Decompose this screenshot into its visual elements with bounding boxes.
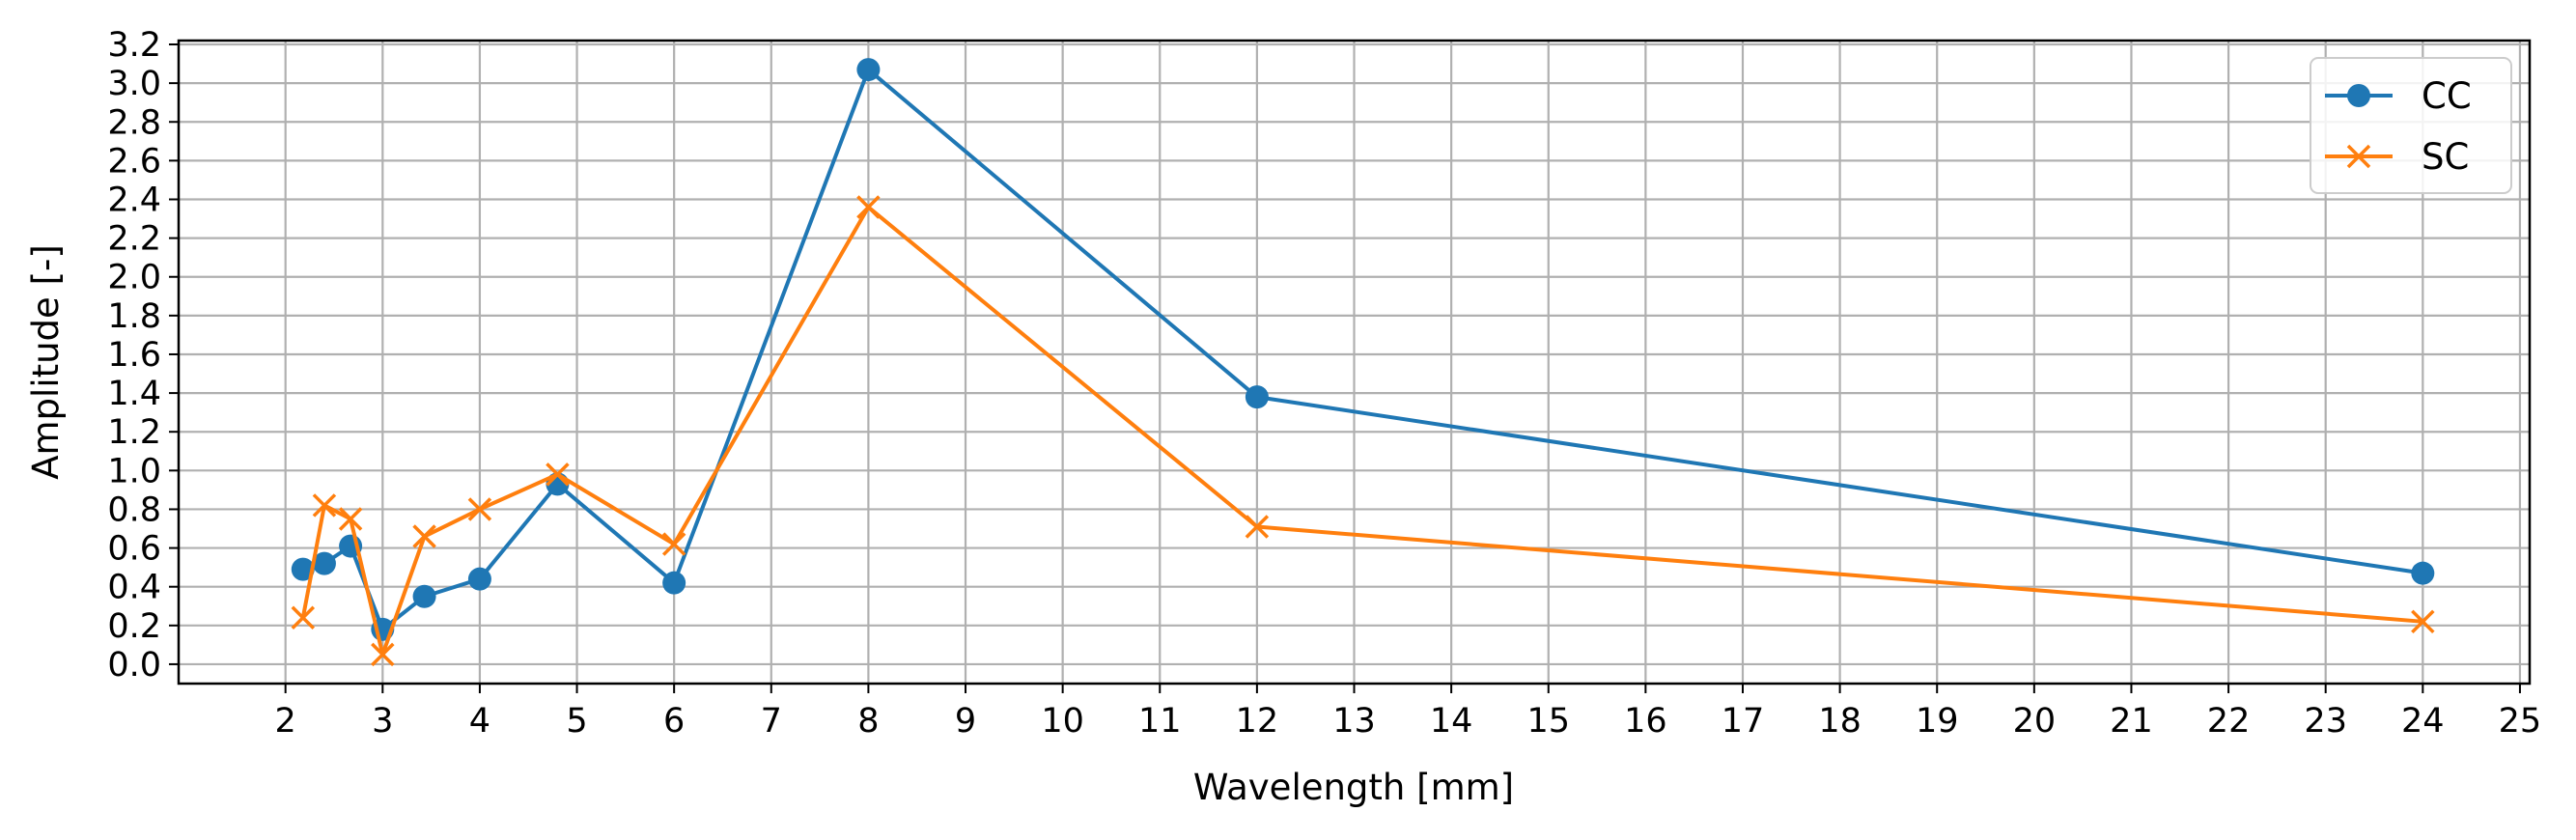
x-tick-label: 5	[566, 702, 587, 741]
data-point	[291, 605, 316, 630]
x-tick-label: 15	[1526, 702, 1570, 741]
data-point	[2411, 609, 2435, 634]
data-point	[856, 58, 881, 82]
legend-label: CC	[2422, 75, 2472, 117]
x-tick-label: 18	[1818, 702, 1862, 741]
series-layer	[291, 58, 2435, 667]
y-tick-label: 3.2	[107, 26, 161, 65]
x-tick-label: 4	[469, 702, 490, 741]
y-tick-label: 2.6	[107, 142, 161, 181]
data-point	[412, 524, 436, 548]
data-point	[2346, 144, 2371, 169]
y-axis: 0.00.20.40.60.81.01.21.41.61.82.02.22.42…	[107, 26, 179, 685]
x-tick-label: 19	[1916, 702, 1959, 741]
x-tick-label: 22	[2207, 702, 2251, 741]
y-tick-label: 0.0	[107, 646, 161, 685]
x-tick-label: 21	[2110, 702, 2153, 741]
x-tick-label: 24	[2401, 702, 2445, 741]
y-axis-label: Amplitude [-]	[25, 244, 67, 480]
x-tick-label: 16	[1624, 702, 1667, 741]
data-point	[412, 584, 436, 608]
y-tick-label: 1.6	[107, 336, 161, 375]
data-point	[1245, 515, 1270, 539]
data-point	[312, 493, 337, 518]
y-tick-label: 2.0	[107, 259, 161, 297]
y-tick-label: 0.4	[107, 569, 161, 607]
data-point	[546, 462, 570, 487]
x-tick-label: 2	[275, 702, 296, 741]
data-point	[291, 557, 315, 581]
x-tick-label: 20	[2013, 702, 2057, 741]
y-tick-label: 2.4	[107, 181, 161, 219]
data-point	[467, 497, 492, 521]
x-tick-label: 17	[1722, 702, 1765, 741]
y-tick-label: 3.0	[107, 65, 161, 103]
y-tick-label: 2.2	[107, 220, 161, 259]
data-point	[2347, 84, 2370, 107]
y-tick-label: 0.2	[107, 607, 161, 646]
x-tick-label: 11	[1138, 702, 1182, 741]
y-tick-label: 0.8	[107, 490, 161, 529]
data-point	[312, 551, 336, 575]
x-tick-label: 6	[663, 702, 685, 741]
y-tick-label: 1.4	[107, 375, 161, 413]
series-cc	[291, 58, 2435, 641]
legend-label: SC	[2422, 136, 2469, 178]
x-tick-label: 7	[761, 702, 782, 741]
legend-box	[2310, 57, 2512, 194]
series-sc	[291, 195, 2435, 667]
y-tick-label: 1.8	[107, 297, 161, 336]
y-tick-label: 0.6	[107, 530, 161, 569]
data-point	[1245, 385, 1269, 409]
x-tick-label: 12	[1236, 702, 1279, 741]
legend-item-sc: SC	[2325, 136, 2469, 178]
y-tick-label: 1.0	[107, 452, 161, 490]
x-tick-label: 8	[857, 702, 879, 741]
x-tick-label: 14	[1430, 702, 1473, 741]
y-tick-label: 1.2	[107, 413, 161, 452]
data-point	[661, 532, 686, 556]
data-point	[467, 567, 491, 591]
data-point	[2411, 561, 2435, 585]
series-line	[302, 68, 2423, 631]
x-tick-label: 10	[1041, 702, 1084, 741]
x-axis: 2 3 4 5 6 7 8 9 10 11 12 13 14 15 16 17 18 19 20 21 22 23 24 25	[275, 684, 2542, 741]
grid	[179, 41, 2530, 684]
data-point	[371, 642, 395, 667]
x-tick-label: 13	[1332, 702, 1376, 741]
legend-item-cc: CC	[2325, 75, 2472, 117]
x-tick-label: 25	[2499, 702, 2542, 741]
x-tick-label: 23	[2304, 702, 2347, 741]
x-tick-label: 9	[955, 702, 976, 741]
data-point	[338, 507, 363, 531]
x-tick-label: 3	[372, 702, 393, 741]
data-point	[662, 571, 686, 595]
y-tick-label: 2.8	[107, 103, 161, 142]
data-point	[856, 195, 881, 219]
x-axis-label: Wavelength [mm]	[1193, 767, 1514, 808]
legend: CC SC	[2310, 57, 2512, 194]
